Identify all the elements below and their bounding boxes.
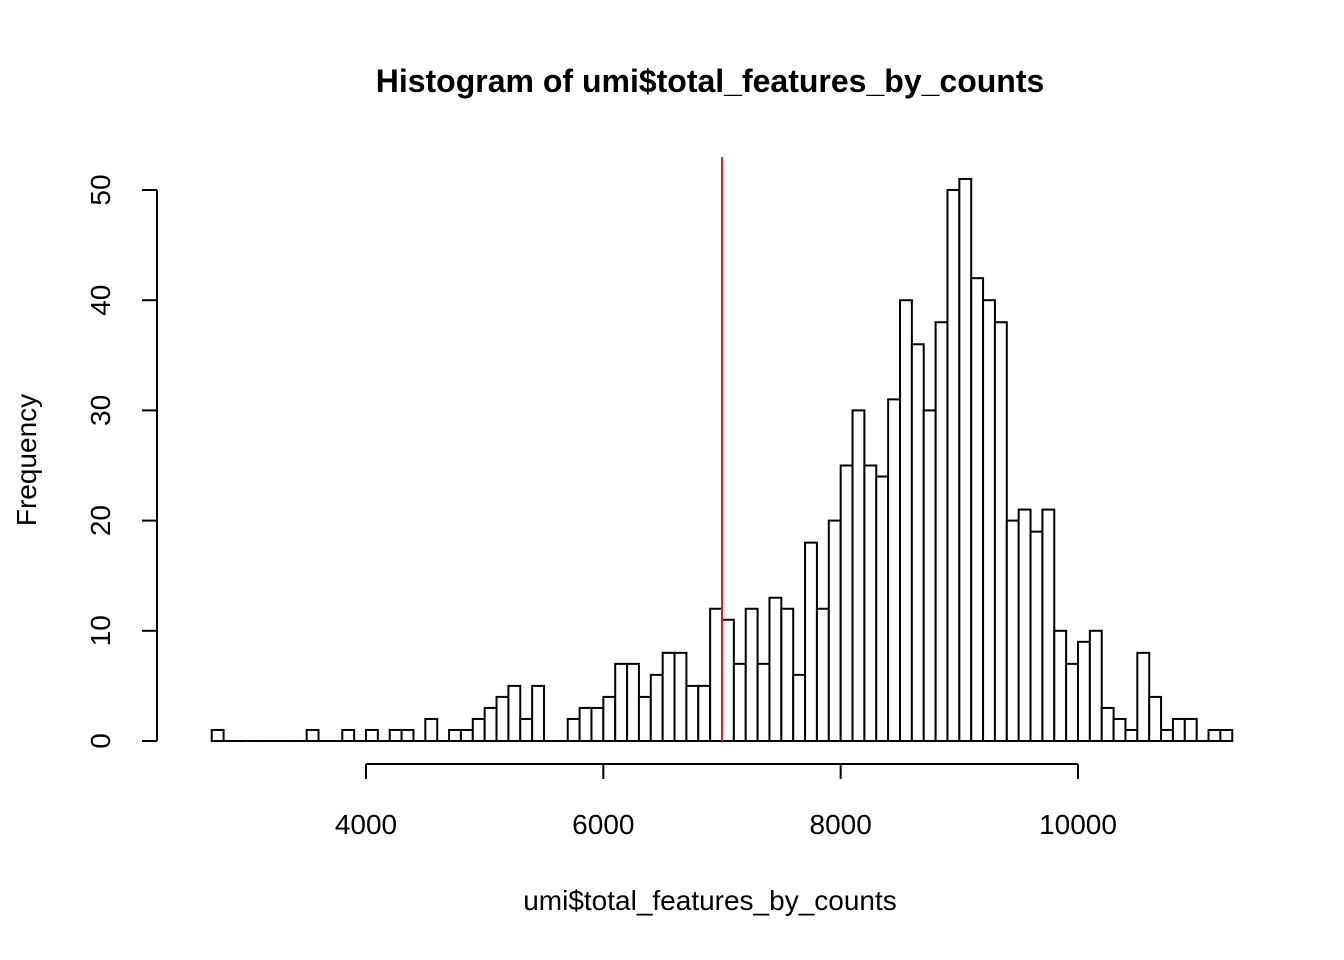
histogram-bar (614, 662, 629, 742)
y-tick-label: 30 (85, 395, 116, 426)
histogram-bar (815, 607, 830, 743)
histogram-bar (982, 299, 996, 742)
histogram-bar (1005, 519, 1020, 742)
histogram-bar (1124, 728, 1139, 742)
histogram-bar (899, 299, 913, 742)
histogram-bar (993, 321, 1008, 742)
histogram-bar (863, 464, 878, 742)
histogram-bar (1219, 728, 1234, 742)
chart-title: Histogram of umi$total_features_by_count… (376, 63, 1045, 99)
histogram-bar (1112, 717, 1127, 743)
histogram-bar (661, 651, 676, 743)
y-tick-label: 50 (85, 174, 116, 205)
histogram-bar (388, 728, 403, 742)
x-tick-label: 4000 (335, 809, 397, 840)
histogram-bar (970, 277, 985, 742)
histogram-bar (756, 662, 771, 742)
histogram-bar (721, 618, 735, 743)
histogram-bar (1053, 629, 1068, 742)
x-tick-label: 10000 (1039, 809, 1117, 840)
histogram-bar (424, 717, 439, 743)
histogram-bar (531, 684, 546, 743)
y-tick-label: 10 (85, 615, 116, 646)
histogram-bar (637, 695, 652, 742)
histogram-bar (566, 717, 581, 743)
histogram-bar (934, 321, 949, 742)
histogram-bar (1017, 508, 1032, 742)
x-axis-label: umi$total_features_by_counts (523, 885, 897, 916)
histogram-bar (804, 541, 818, 743)
bars-group (210, 177, 1234, 743)
histogram-bar (1136, 651, 1151, 743)
histogram-bar (471, 717, 486, 743)
histogram-bar (780, 607, 795, 743)
histogram-bar (1207, 728, 1222, 742)
y-axis: 0 10 20 30 40 50 (85, 174, 158, 749)
histogram-bar (507, 684, 522, 743)
x-tick-label: 8000 (810, 809, 872, 840)
histogram-bar (709, 607, 724, 743)
histogram-bar (459, 728, 474, 742)
histogram-bar (400, 728, 415, 742)
histogram-bar (1160, 728, 1174, 742)
histogram-bar (887, 398, 902, 742)
y-tick-label: 40 (85, 285, 116, 316)
histogram-bar (827, 519, 842, 742)
y-axis-label: Frequency (11, 394, 42, 526)
histogram-bar (946, 189, 961, 742)
histogram-bar (875, 475, 890, 742)
histogram-bar (910, 343, 925, 742)
histogram-bar (305, 728, 320, 742)
histogram-bar (649, 673, 664, 743)
histogram-bar (210, 728, 225, 742)
histogram-bar (1065, 662, 1079, 742)
histogram-bar (732, 662, 747, 742)
histogram-bar (602, 695, 617, 742)
histogram-bar (1029, 530, 1044, 742)
histogram-bar (1171, 717, 1186, 743)
histogram-bar (1148, 695, 1163, 742)
histogram-bar (365, 728, 379, 742)
histogram-bar (851, 409, 866, 742)
histogram-bar (578, 706, 593, 743)
histogram-bar (697, 684, 712, 743)
histogram-bar (839, 464, 854, 742)
histogram-bar (744, 607, 759, 743)
x-axis: 4000 6000 8000 10000 (335, 763, 1117, 840)
histogram-bar (590, 706, 605, 743)
x-tick-label: 6000 (572, 809, 634, 840)
histogram-bar (673, 651, 688, 743)
histogram-bar (1183, 717, 1198, 743)
histogram-bar (519, 717, 534, 743)
histogram-bar (1100, 706, 1115, 743)
histogram-bar (448, 728, 462, 742)
histogram-bar (768, 596, 783, 742)
histogram-bar (685, 684, 700, 743)
histogram-bar (495, 695, 510, 742)
histogram-bar (1088, 629, 1103, 742)
histogram-bar (922, 409, 937, 742)
histogram-bar (626, 662, 640, 742)
histogram-bar (792, 673, 807, 743)
histogram-bar (483, 706, 498, 743)
histogram-bar (1041, 508, 1056, 742)
histogram-bar (1077, 640, 1091, 743)
histogram-bar (958, 177, 973, 743)
y-tick-label: 20 (85, 505, 116, 536)
histogram-bar (341, 728, 356, 742)
y-tick-label: 0 (85, 733, 116, 749)
